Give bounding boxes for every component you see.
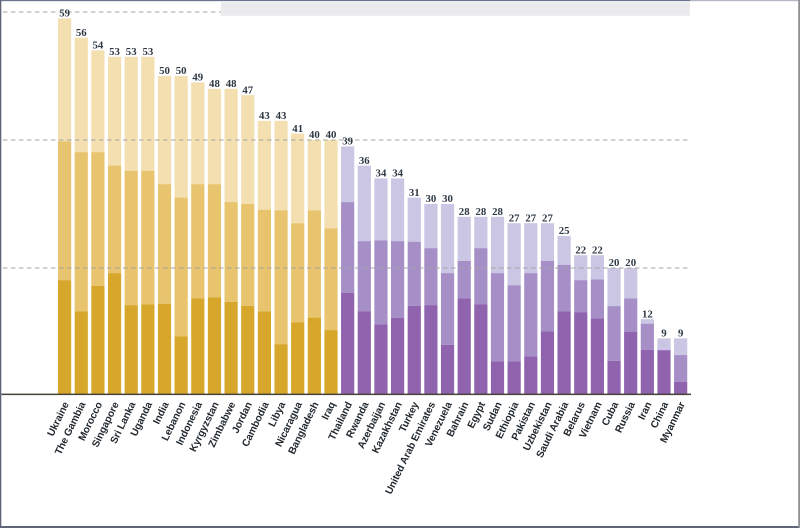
svg-text:40: 40 [309, 129, 320, 141]
svg-text:41: 41 [292, 123, 303, 135]
svg-text:30: 30 [442, 193, 453, 205]
svg-text:53: 53 [142, 46, 153, 58]
svg-text:20: 20 [609, 257, 620, 269]
svg-text:53: 53 [126, 46, 137, 58]
svg-text:59: 59 [59, 8, 70, 20]
svg-text:48: 48 [226, 78, 237, 90]
svg-text:27: 27 [525, 212, 536, 224]
svg-text:30: 30 [426, 193, 437, 205]
svg-text:31: 31 [409, 187, 420, 199]
svg-text:25: 25 [559, 225, 570, 237]
svg-text:9: 9 [678, 328, 684, 340]
svg-text:27: 27 [542, 212, 553, 224]
svg-text:22: 22 [592, 244, 603, 256]
svg-text:49: 49 [192, 72, 203, 84]
svg-text:50: 50 [159, 65, 170, 77]
svg-text:43: 43 [276, 110, 287, 122]
svg-text:43: 43 [259, 110, 270, 122]
svg-text:48: 48 [209, 78, 220, 90]
svg-text:22: 22 [575, 244, 586, 256]
svg-text:20: 20 [625, 257, 636, 269]
svg-text:28: 28 [475, 206, 486, 218]
svg-text:47: 47 [242, 84, 253, 96]
svg-text:34: 34 [376, 168, 387, 180]
svg-text:27: 27 [509, 212, 520, 224]
svg-text:36: 36 [359, 155, 370, 167]
svg-text:40: 40 [326, 129, 337, 141]
svg-text:28: 28 [459, 206, 470, 218]
svg-text:50: 50 [176, 65, 187, 77]
svg-text:56: 56 [76, 27, 87, 39]
svg-text:39: 39 [342, 136, 353, 148]
svg-text:28: 28 [492, 206, 503, 218]
svg-text:54: 54 [93, 40, 104, 52]
svg-text:12: 12 [642, 308, 653, 320]
svg-text:34: 34 [392, 168, 403, 180]
svg-text:9: 9 [661, 328, 667, 340]
svg-text:53: 53 [109, 46, 120, 58]
